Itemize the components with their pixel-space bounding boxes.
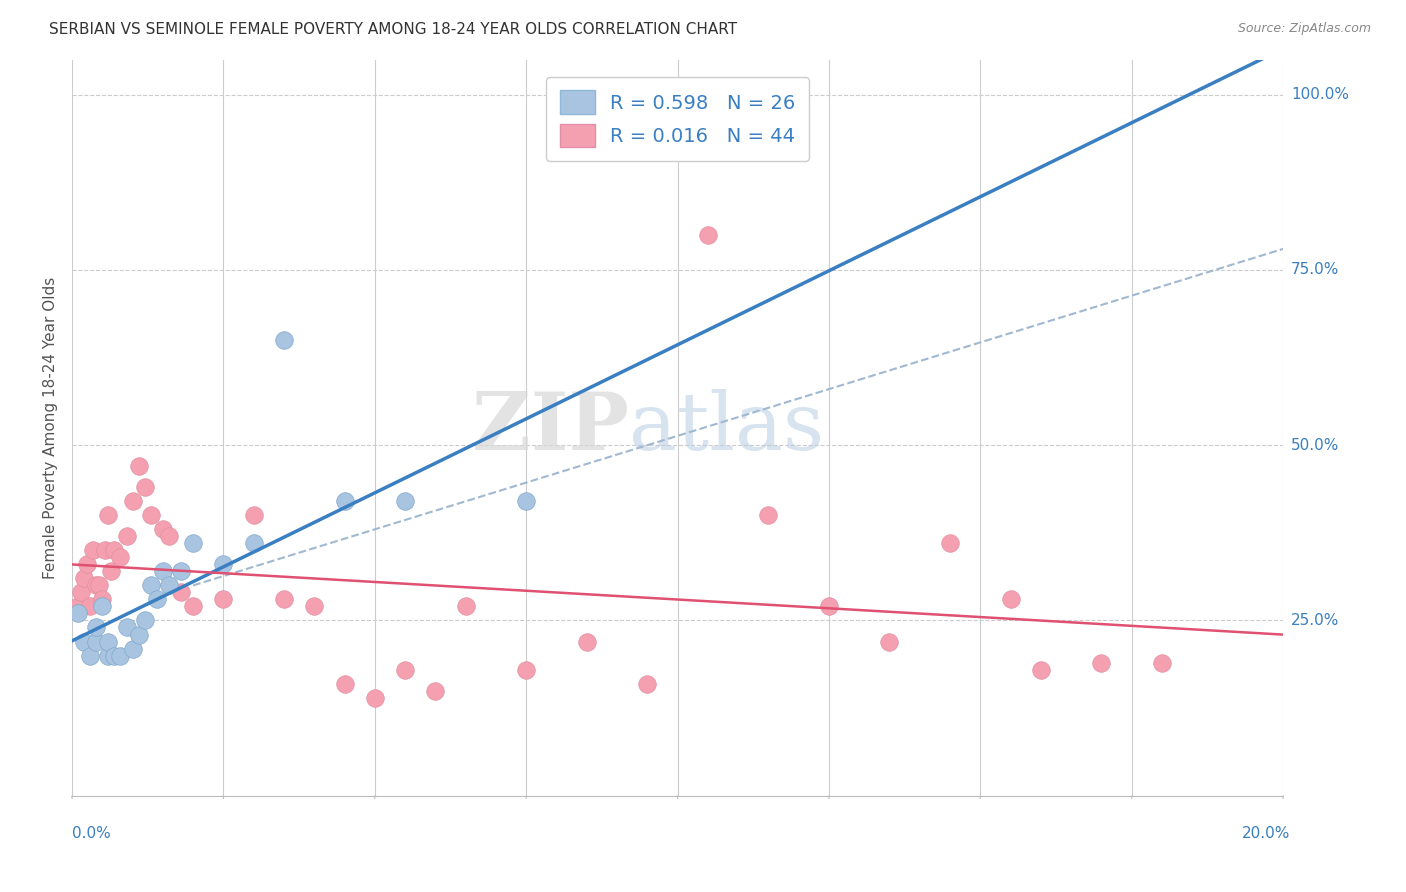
Point: [212, 592, 235, 607]
Point: [97, 634, 120, 648]
Point: [575, 634, 598, 648]
Point: [152, 565, 174, 579]
Point: [110, 550, 132, 565]
Point: [364, 690, 387, 705]
Point: [273, 333, 295, 347]
Point: [212, 558, 235, 572]
Point: [879, 634, 901, 648]
Point: [73, 571, 96, 585]
Point: [273, 592, 295, 607]
Text: 20.0%: 20.0%: [1241, 826, 1291, 841]
Point: [110, 648, 132, 663]
Point: [333, 494, 356, 508]
Point: [70, 585, 93, 599]
Point: [1000, 592, 1022, 607]
Point: [242, 508, 264, 523]
Point: [89, 578, 111, 592]
Point: [128, 627, 150, 641]
Point: [84, 620, 107, 634]
Text: ZIP: ZIP: [472, 389, 628, 467]
Point: [97, 648, 120, 663]
Point: [134, 480, 156, 494]
Point: [121, 494, 143, 508]
Text: 75.0%: 75.0%: [1291, 262, 1340, 277]
Text: atlas: atlas: [628, 389, 824, 467]
Point: [146, 592, 169, 607]
Point: [425, 683, 447, 698]
Point: [157, 578, 180, 592]
Point: [139, 578, 162, 592]
Point: [121, 641, 143, 656]
Point: [79, 648, 101, 663]
Text: SERBIAN VS SEMINOLE FEMALE POVERTY AMONG 18-24 YEAR OLDS CORRELATION CHART: SERBIAN VS SEMINOLE FEMALE POVERTY AMONG…: [49, 22, 737, 37]
Point: [1150, 656, 1173, 670]
Point: [152, 522, 174, 536]
Point: [696, 227, 718, 242]
Point: [79, 599, 101, 614]
Point: [67, 599, 90, 614]
Y-axis label: Female Poverty Among 18-24 Year Olds: Female Poverty Among 18-24 Year Olds: [44, 277, 58, 579]
Point: [756, 508, 779, 523]
Point: [515, 494, 537, 508]
Point: [515, 663, 537, 677]
Point: [76, 558, 98, 572]
Point: [94, 543, 117, 558]
Point: [939, 536, 962, 550]
Text: Source: ZipAtlas.com: Source: ZipAtlas.com: [1237, 22, 1371, 36]
Point: [1090, 656, 1112, 670]
Point: [302, 599, 325, 614]
Point: [97, 508, 120, 523]
Point: [394, 663, 416, 677]
Point: [1029, 663, 1052, 677]
Point: [100, 565, 122, 579]
Legend: R = 0.598   N = 26, R = 0.016   N = 44: R = 0.598 N = 26, R = 0.016 N = 44: [546, 77, 808, 161]
Point: [818, 599, 841, 614]
Point: [82, 543, 104, 558]
Point: [128, 459, 150, 474]
Point: [394, 494, 416, 508]
Point: [67, 607, 90, 621]
Point: [170, 585, 193, 599]
Point: [242, 536, 264, 550]
Point: [91, 599, 114, 614]
Point: [84, 634, 107, 648]
Point: [115, 620, 138, 634]
Point: [84, 578, 107, 592]
Point: [139, 508, 162, 523]
Point: [91, 592, 114, 607]
Point: [157, 529, 180, 543]
Point: [636, 676, 658, 690]
Point: [181, 599, 204, 614]
Point: [333, 676, 356, 690]
Text: 0.0%: 0.0%: [72, 826, 111, 841]
Point: [134, 614, 156, 628]
Text: 25.0%: 25.0%: [1291, 613, 1340, 628]
Point: [73, 634, 96, 648]
Point: [181, 536, 204, 550]
Point: [115, 529, 138, 543]
Point: [103, 543, 125, 558]
Point: [454, 599, 477, 614]
Text: 100.0%: 100.0%: [1291, 87, 1350, 103]
Text: 50.0%: 50.0%: [1291, 438, 1340, 453]
Point: [103, 648, 125, 663]
Point: [170, 565, 193, 579]
